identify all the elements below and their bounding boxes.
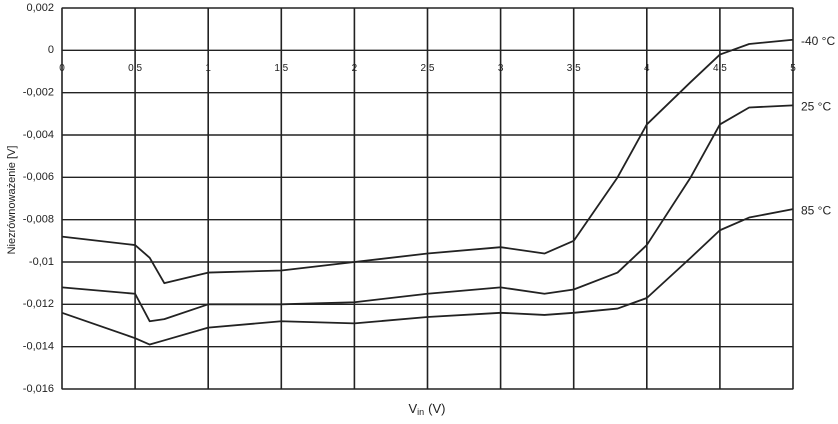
y-tick-label: -0,002 bbox=[23, 87, 54, 99]
x-tick-label: 3 bbox=[498, 63, 504, 74]
x-tick-label: 2 bbox=[352, 63, 358, 74]
y-tick-label: -0,014 bbox=[23, 341, 54, 353]
x-tick-label: 5 bbox=[790, 63, 796, 74]
series-label: 25 °C bbox=[801, 100, 831, 114]
y-tick-label: -0,006 bbox=[23, 171, 54, 183]
x-tick-label: 1 bbox=[205, 63, 211, 74]
series-label: 85 °C bbox=[801, 203, 831, 217]
x-label-sub: in bbox=[417, 407, 424, 417]
x-axis-label: Vin (V) bbox=[408, 401, 445, 417]
y-tick-label: -0,004 bbox=[23, 129, 54, 141]
y-tick-label: 0 bbox=[48, 44, 54, 56]
series-label: -40 °C bbox=[801, 34, 835, 48]
x-tick-label: 2,5 bbox=[421, 63, 435, 74]
y-tick-label: 0,002 bbox=[26, 2, 54, 14]
series-line bbox=[61, 104, 794, 323]
x-tick-label: 1,5 bbox=[274, 63, 288, 74]
series-line bbox=[61, 208, 794, 346]
x-label-unit: (V) bbox=[428, 401, 445, 416]
x-tick-label: 0,5 bbox=[128, 63, 142, 74]
x-tick-label: 4,5 bbox=[713, 63, 727, 74]
x-label-main: V bbox=[408, 401, 417, 416]
series-line bbox=[61, 38, 794, 285]
y-tick-label: -0,008 bbox=[23, 214, 54, 226]
y-tick-label: -0,01 bbox=[29, 256, 54, 268]
y-tick-label: -0,016 bbox=[23, 383, 54, 395]
y-axis-label: Niezrównoważenie [V] bbox=[6, 146, 18, 255]
x-tick-label: 4 bbox=[644, 63, 650, 74]
x-tick-label: 0 bbox=[59, 63, 65, 74]
x-tick-label: 3,5 bbox=[567, 63, 581, 74]
y-tick-label: -0,012 bbox=[23, 298, 54, 310]
